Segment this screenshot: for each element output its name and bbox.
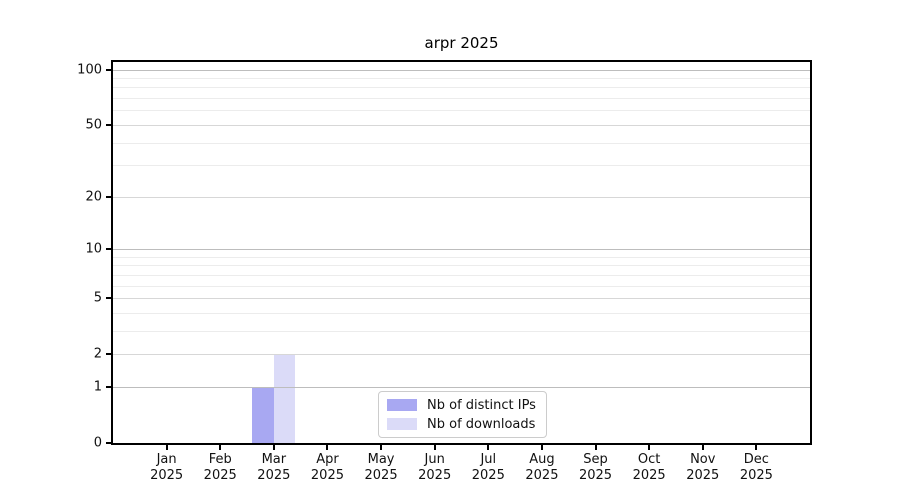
gridline: [113, 110, 810, 112]
legend-row: Nb of distinct IPs: [387, 397, 536, 413]
legend-swatch-distinct-ips: [387, 399, 417, 411]
y-tick-label: 1: [93, 379, 102, 395]
gridline: [113, 165, 810, 167]
gridline: [113, 330, 810, 332]
gridline: [113, 249, 810, 250]
x-tick-label: Feb 2025: [203, 452, 237, 483]
y-tick-label: 5: [93, 290, 102, 306]
x-tick-label: Sep 2025: [578, 452, 613, 483]
bar-distinct-ips: [252, 386, 274, 443]
x-tick: [648, 445, 651, 450]
gridline: [113, 274, 810, 276]
x-tick-label: Oct 2025: [632, 452, 666, 483]
x-tick: [219, 445, 222, 450]
gridline: [113, 196, 810, 198]
plot-area: 0 1 2 5 10 20 50 100 Jan 2025 Feb 2025 Mar 2025 Apr 202…: [77, 60, 812, 483]
y-tick-label: 0: [93, 435, 102, 451]
x-tick-label: Dec 2025: [739, 452, 773, 483]
x-tick-label: Nov 2025: [686, 452, 720, 483]
legend-swatch-downloads: [387, 418, 417, 430]
gridline: [113, 69, 810, 71]
x-tick: [433, 445, 436, 450]
gridline: [113, 312, 810, 314]
y-tick-label: 10: [85, 241, 102, 257]
y-tick: [106, 68, 111, 71]
y-tick-label: 50: [85, 117, 102, 133]
y-tick-label: 2: [93, 346, 102, 362]
bar-downloads: [273, 354, 296, 443]
gridline: [113, 142, 810, 144]
gridline: [113, 256, 810, 258]
chart-title: arpr 2025: [424, 34, 499, 52]
gridline: [113, 265, 810, 267]
y-tick-label: 20: [85, 189, 102, 205]
y-tick: [106, 297, 111, 300]
legend-row: Nb of downloads: [387, 416, 536, 432]
gridline: [113, 298, 810, 300]
x-tick: [594, 445, 597, 450]
x-tick: [540, 445, 543, 450]
gridline: [113, 285, 810, 287]
y-tick: [106, 353, 111, 356]
y-tick-label: 100: [77, 62, 102, 78]
y-tick: [106, 442, 111, 444]
x-tick: [380, 445, 383, 450]
x-tick-label: Jan 2025: [150, 452, 184, 483]
legend-label: Nb of distinct IPs: [427, 397, 536, 413]
gridline: [113, 98, 810, 100]
x-tick-label: May 2025: [364, 452, 398, 483]
legend: Nb of distinct IPs Nb of downloads: [378, 391, 547, 438]
x-tick-label: Mar 2025: [257, 452, 291, 483]
gridline: [113, 87, 810, 89]
legend-label: Nb of downloads: [427, 416, 536, 432]
y-tick: [106, 248, 111, 250]
gridline: [113, 124, 810, 126]
y-tick: [106, 123, 111, 126]
gridline: [113, 386, 810, 388]
x-tick-label: Jul 2025: [471, 452, 505, 483]
gridline: [113, 78, 810, 80]
x-tick: [755, 445, 758, 450]
x-tick-label: Jun 2025: [418, 452, 452, 483]
x-tick: [701, 445, 704, 450]
x-tick: [487, 445, 490, 450]
x-tick-label: Aug 2025: [525, 452, 559, 483]
gridline: [113, 354, 810, 356]
x-tick: [326, 445, 329, 450]
x-tick: [272, 445, 275, 450]
x-tick-label: Apr 2025: [310, 452, 344, 483]
y-tick: [106, 195, 111, 198]
x-tick: [165, 445, 168, 450]
y-tick: [106, 385, 111, 388]
